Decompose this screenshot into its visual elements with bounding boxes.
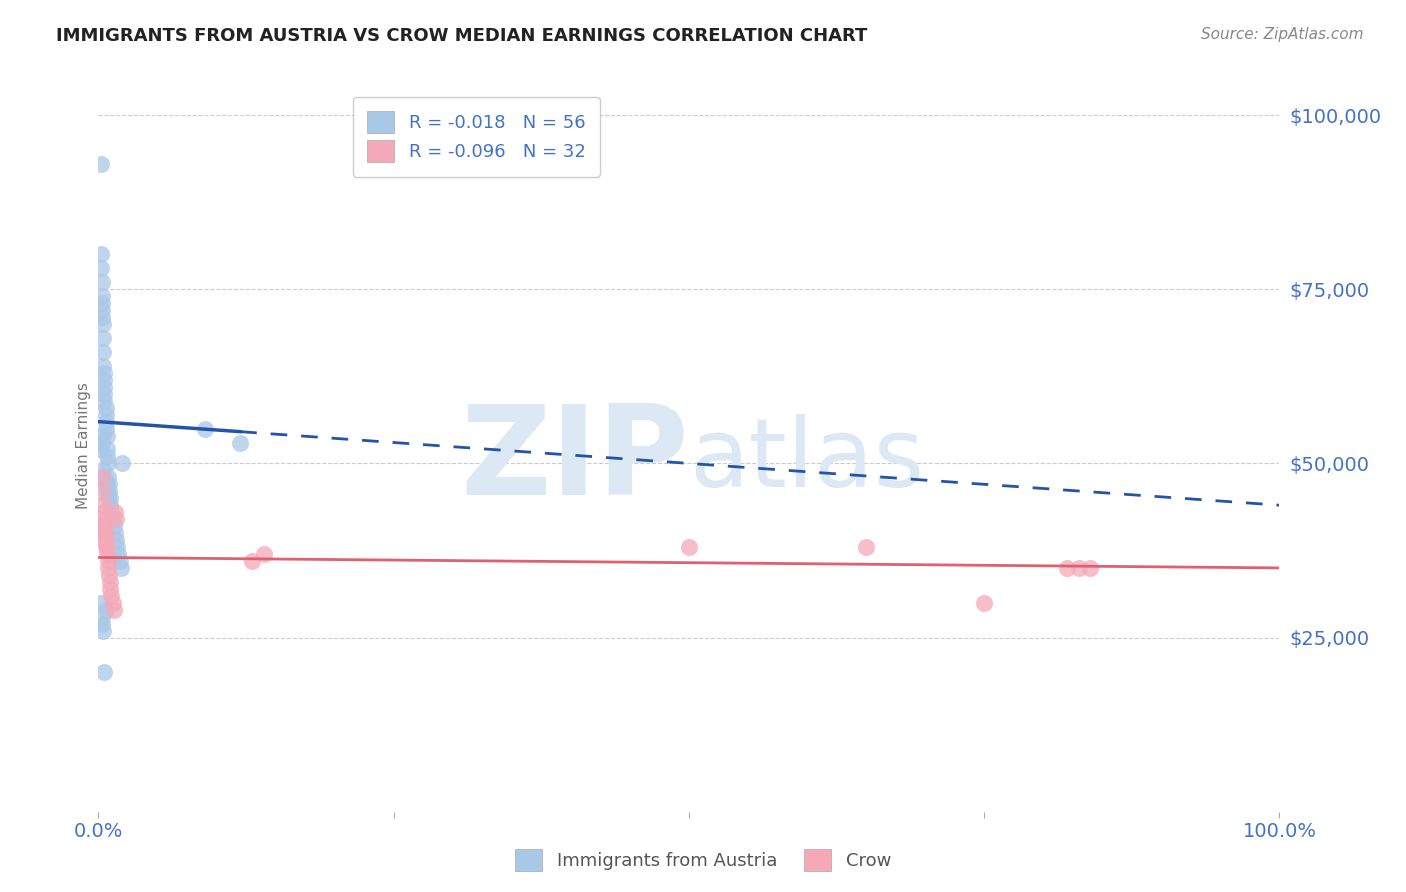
Point (973, 596, 995, 610)
Point (91, 435, 114, 450)
Point (240, 554, 263, 568)
Point (98, 567, 121, 582)
Point (94, 421, 117, 435)
Point (91, 428, 114, 442)
Point (91, 303, 114, 318)
Point (96, 428, 118, 442)
Point (229, 435, 252, 450)
Point (100, 505, 122, 519)
Text: atlas: atlas (689, 414, 924, 508)
Point (91, 470, 114, 484)
Point (90, 261, 112, 276)
Point (1080, 561, 1102, 575)
Point (678, 540, 700, 554)
Legend: R = -0.018   N = 56, R = -0.096   N = 32: R = -0.018 N = 56, R = -0.096 N = 32 (353, 96, 600, 177)
Point (96, 450, 118, 464)
Point (98, 484, 121, 499)
Point (94, 401, 117, 415)
Point (93, 393, 115, 408)
Point (97, 457, 120, 471)
Point (91, 526, 114, 541)
Y-axis label: Median Earnings: Median Earnings (76, 383, 91, 509)
Point (96, 547, 118, 561)
Point (97, 491, 120, 506)
Point (91, 498, 114, 512)
Point (90, 442, 112, 457)
Point (98, 574, 121, 589)
Text: ZIP: ZIP (460, 401, 689, 521)
Point (91, 624, 114, 638)
Point (93, 665, 115, 680)
Point (105, 540, 128, 554)
Point (94, 408, 117, 422)
Point (93, 512, 115, 526)
Point (91, 275, 114, 289)
Point (194, 421, 217, 435)
Point (91, 345, 114, 359)
Point (94, 477, 117, 491)
Point (96, 484, 118, 499)
Point (110, 561, 132, 575)
Point (101, 512, 124, 526)
Point (100, 589, 122, 603)
Point (91, 359, 114, 373)
Point (91, 317, 114, 331)
Point (91, 331, 114, 345)
Point (107, 547, 129, 561)
Point (93, 519, 115, 533)
Point (101, 596, 124, 610)
Point (97, 561, 120, 575)
Point (91, 616, 114, 631)
Point (93, 470, 115, 484)
Point (90, 247, 112, 261)
Point (93, 386, 115, 401)
Point (91, 609, 114, 624)
Point (104, 505, 127, 519)
Point (1056, 561, 1078, 575)
Point (98, 582, 121, 596)
Point (855, 540, 877, 554)
Point (98, 477, 121, 491)
Point (98, 498, 121, 512)
Text: Source: ZipAtlas.com: Source: ZipAtlas.com (1201, 27, 1364, 42)
Point (253, 547, 276, 561)
Point (93, 366, 115, 380)
Point (91, 296, 114, 310)
Point (90, 596, 112, 610)
Point (96, 540, 118, 554)
Point (104, 526, 127, 541)
Point (94, 540, 117, 554)
Point (91, 519, 114, 533)
Point (108, 554, 131, 568)
Point (98, 491, 121, 506)
Point (93, 373, 115, 387)
Point (97, 470, 120, 484)
Point (94, 603, 117, 617)
Point (94, 526, 117, 541)
Point (111, 457, 134, 471)
Point (91, 505, 114, 519)
Point (105, 512, 128, 526)
Point (1067, 561, 1090, 575)
Point (103, 603, 125, 617)
Point (94, 415, 117, 429)
Point (91, 463, 114, 477)
Point (90, 157, 112, 171)
Point (91, 310, 114, 325)
Point (94, 533, 117, 547)
Point (105, 533, 128, 547)
Point (97, 554, 120, 568)
Point (93, 380, 115, 394)
Point (103, 519, 125, 533)
Legend: Immigrants from Austria, Crow: Immigrants from Austria, Crow (508, 842, 898, 879)
Point (91, 484, 114, 499)
Point (91, 289, 114, 303)
Point (96, 442, 118, 457)
Point (93, 533, 115, 547)
Text: IMMIGRANTS FROM AUSTRIA VS CROW MEDIAN EARNINGS CORRELATION CHART: IMMIGRANTS FROM AUSTRIA VS CROW MEDIAN E… (56, 27, 868, 45)
